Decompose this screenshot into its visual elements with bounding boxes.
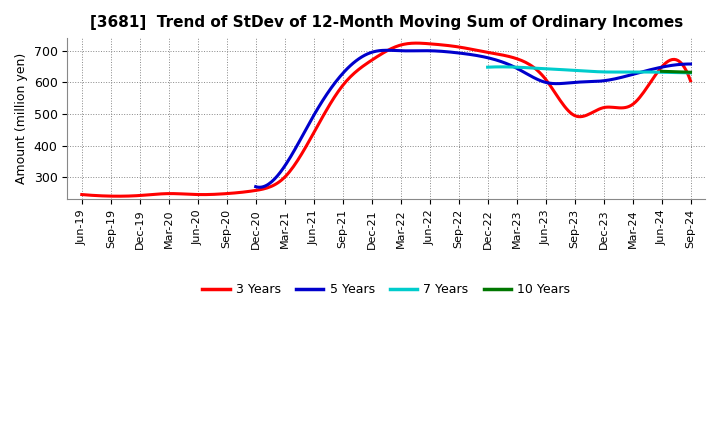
5 Years (251, 184, 260, 189)
7 Years (686, 70, 695, 76)
Line: 3 Years: 3 Years (82, 43, 690, 196)
3 Years (634, 97, 642, 103)
5 Years (686, 62, 695, 67)
5 Years (649, 66, 657, 72)
Title: [3681]  Trend of StDev of 12-Month Moving Sum of Ordinary Incomes: [3681] Trend of StDev of 12-Month Moving… (89, 15, 683, 30)
5 Years (512, 65, 521, 70)
7 Years (484, 65, 492, 70)
3 Years (411, 40, 420, 46)
7 Years (483, 65, 492, 70)
5 Years (521, 70, 529, 75)
3 Years (442, 43, 451, 48)
Line: 7 Years: 7 Years (487, 67, 690, 73)
7 Years (655, 70, 664, 75)
5 Years (253, 184, 261, 190)
7 Years (497, 64, 505, 70)
7 Years (604, 70, 613, 75)
Legend: 3 Years, 5 Years, 7 Years, 10 Years: 3 Years, 5 Years, 7 Years, 10 Years (197, 278, 575, 301)
5 Years (513, 66, 522, 71)
5 Years (256, 185, 264, 190)
3 Years (444, 43, 453, 48)
3 Years (114, 194, 122, 199)
Line: 5 Years: 5 Years (256, 50, 690, 187)
5 Years (382, 48, 391, 53)
3 Years (686, 78, 695, 84)
3 Years (454, 44, 463, 50)
3 Years (78, 192, 86, 197)
Y-axis label: Amount (million yen): Amount (million yen) (15, 53, 28, 184)
3 Years (79, 192, 88, 198)
10 Years (657, 69, 666, 74)
7 Years (668, 70, 677, 75)
7 Years (605, 70, 613, 75)
7 Years (608, 70, 617, 75)
Line: 10 Years: 10 Years (662, 71, 690, 72)
5 Years (621, 74, 629, 79)
10 Years (686, 70, 695, 75)
3 Years (595, 106, 603, 112)
